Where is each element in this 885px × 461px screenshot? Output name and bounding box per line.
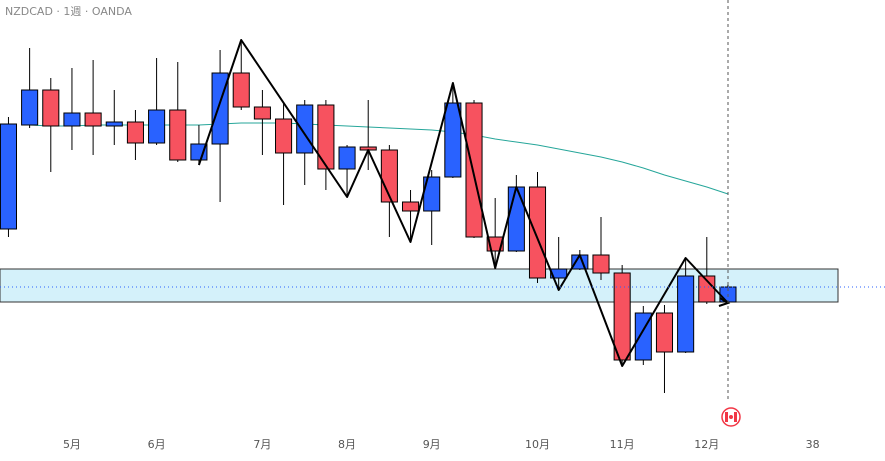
chart-title: NZDCAD · 1週 · OANDA	[5, 5, 132, 18]
candle-body	[253, 106, 271, 120]
candle-body	[677, 275, 695, 353]
candle-body	[465, 102, 483, 238]
candle-body	[655, 312, 674, 353]
candle-body	[126, 121, 144, 144]
x-tick-label: 5月	[63, 438, 81, 451]
moving-average	[29, 122, 729, 195]
candle-body	[169, 109, 187, 161]
candle-body	[296, 104, 314, 154]
x-tick-label: 11月	[610, 438, 635, 451]
candle-body	[275, 118, 293, 154]
candle-body	[317, 104, 335, 170]
candle-body	[42, 89, 60, 127]
x-tick-label: 10月	[525, 438, 550, 451]
x-tick-label: 9月	[423, 438, 441, 451]
candle-body	[232, 72, 250, 108]
x-tick-label: 6月	[148, 438, 166, 451]
candle-body	[444, 102, 462, 178]
canada-event-icon[interactable]	[721, 407, 741, 427]
candle-body	[592, 254, 610, 274]
candle-body	[550, 268, 568, 279]
zigzag-line	[197, 39, 729, 367]
candle-body	[84, 112, 102, 127]
candle-body	[401, 201, 420, 212]
plot	[0, 39, 839, 393]
x-tick-label: 8月	[338, 438, 356, 451]
candle-body	[528, 186, 547, 279]
candle-body	[507, 186, 525, 252]
candle-body	[105, 121, 123, 127]
candle-body	[613, 272, 631, 361]
x-tick-label: 38	[806, 438, 820, 451]
x-tick-label: 7月	[253, 438, 271, 451]
candle-body	[63, 112, 81, 127]
candle-body	[21, 89, 39, 126]
x-tick-label: 12月	[694, 438, 719, 451]
candle-body	[338, 146, 356, 170]
candle-body	[0, 123, 18, 230]
candle-body	[148, 109, 166, 144]
